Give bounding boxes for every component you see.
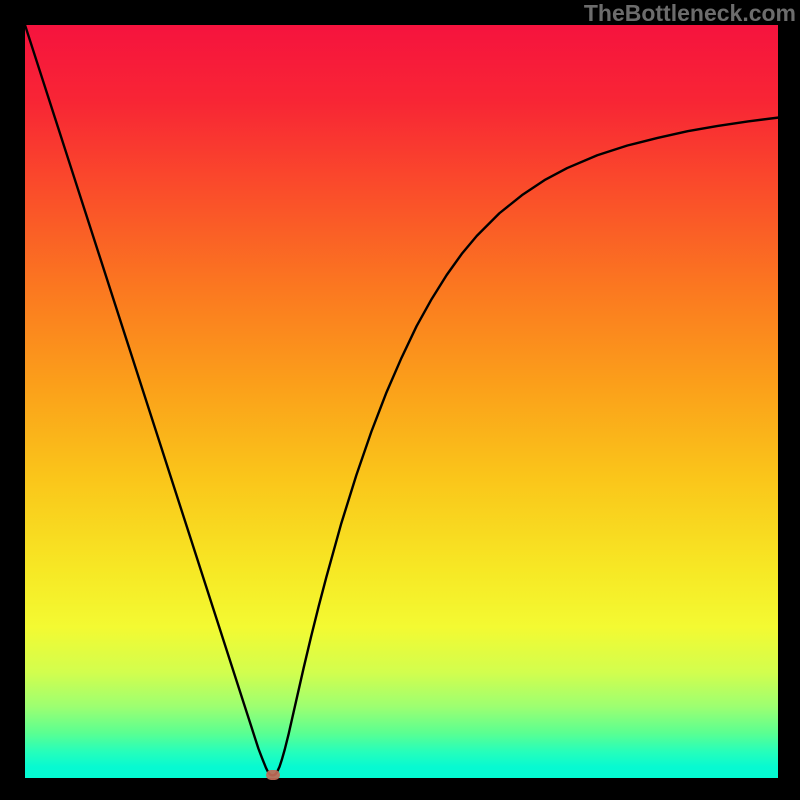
plot-background: [25, 25, 778, 778]
plot-area: [25, 25, 778, 778]
plot-svg: [25, 25, 778, 778]
watermark-text: TheBottleneck.com: [584, 0, 800, 27]
optimum-marker: [266, 770, 280, 780]
